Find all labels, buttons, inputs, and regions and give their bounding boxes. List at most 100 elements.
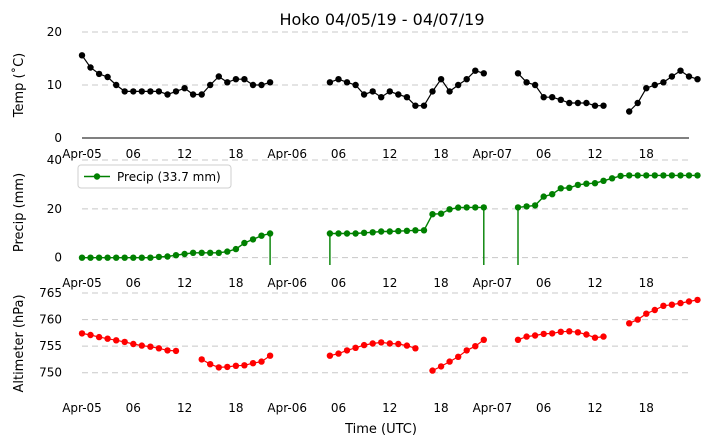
data-point: [600, 177, 607, 184]
data-point: [626, 108, 633, 115]
data-point: [574, 329, 582, 336]
data-point: [651, 306, 658, 314]
data-point: [634, 172, 641, 179]
data-point: [87, 331, 94, 339]
data-point: [412, 345, 419, 352]
x-tick-label: 18: [639, 401, 654, 415]
x-tick-label: 06: [536, 276, 551, 290]
data-point: [172, 88, 180, 95]
data-point: [677, 67, 684, 74]
data-point: [668, 172, 676, 179]
data-point: [378, 339, 385, 346]
y-tick-label: 760: [39, 313, 62, 327]
data-point: [224, 79, 231, 86]
data-point: [198, 249, 205, 256]
data-point: [574, 181, 582, 189]
data-point: [189, 91, 197, 98]
data-point: [617, 172, 624, 180]
data-point: [181, 250, 188, 258]
data-point: [155, 345, 163, 352]
data-point: [369, 88, 376, 95]
x-tick-label: 12: [587, 401, 602, 415]
data-point: [395, 340, 402, 348]
x-tick-label: 06: [126, 401, 141, 415]
x-tick-label: 06: [331, 147, 346, 161]
x-tick-label: 18: [433, 276, 448, 290]
data-point: [181, 85, 188, 92]
series-line: [329, 206, 485, 265]
x-tick-label: 12: [382, 276, 397, 290]
data-point: [386, 340, 393, 347]
data-point: [668, 73, 676, 80]
data-point: [429, 211, 436, 218]
data-point: [198, 356, 205, 363]
data-point: [138, 254, 145, 261]
y-axis-label: Temp (˚C): [11, 53, 27, 119]
legend: Precip (33.7 mm): [77, 164, 232, 189]
y-tick-label: 20: [47, 202, 62, 216]
y-tick-label: 20: [47, 25, 62, 39]
x-tick-label: 18: [639, 147, 654, 161]
data-point: [104, 254, 111, 261]
data-point: [326, 352, 334, 359]
data-point: [523, 79, 530, 86]
data-point: [685, 298, 693, 305]
data-point: [224, 363, 231, 371]
data-point: [78, 52, 86, 59]
data-point: [232, 245, 240, 253]
data-point: [224, 248, 231, 255]
data-point: [677, 172, 684, 179]
data-point: [437, 76, 445, 83]
data-point: [429, 367, 436, 374]
data-point: [335, 76, 342, 83]
x-tick-label: 12: [177, 401, 192, 415]
data-point: [412, 102, 419, 109]
x-tick-label: 18: [639, 276, 654, 290]
data-point: [694, 76, 701, 83]
x-tick-label: 06: [536, 401, 551, 415]
data-point: [660, 302, 667, 309]
y-tick-label: 765: [39, 286, 62, 300]
data-point: [343, 347, 351, 354]
data-point: [557, 185, 564, 192]
x-tick-label: 18: [228, 147, 243, 161]
data-point: [113, 81, 120, 89]
data-point: [241, 76, 248, 83]
data-point: [335, 230, 342, 237]
data-point: [643, 310, 650, 317]
x-tick-label: Apr-05: [62, 147, 102, 161]
data-point: [600, 102, 607, 109]
data-point: [164, 253, 171, 260]
data-point: [155, 88, 163, 95]
data-point: [480, 70, 487, 77]
data-point: [113, 254, 120, 261]
data-point: [198, 91, 205, 98]
data-point: [668, 301, 676, 308]
data-point: [130, 340, 137, 348]
data-point: [429, 88, 436, 95]
data-point: [472, 204, 479, 211]
data-point: [386, 228, 393, 235]
data-point: [514, 336, 522, 343]
data-point: [566, 99, 573, 107]
data-point: [326, 79, 334, 86]
x-axis-label: Time (UTC): [344, 422, 417, 437]
data-point: [480, 336, 487, 343]
data-point: [104, 73, 111, 81]
data-point: [651, 172, 658, 179]
data-point: [335, 350, 342, 357]
data-point: [634, 99, 641, 107]
data-point: [395, 91, 402, 98]
x-tick-label: 06: [331, 401, 346, 415]
data-point: [266, 352, 274, 359]
data-point: [412, 227, 419, 234]
data-point: [78, 254, 86, 261]
data-point: [130, 254, 137, 261]
series-line: [329, 70, 484, 107]
data-point: [360, 341, 368, 349]
data-point: [360, 229, 368, 236]
data-point: [480, 204, 487, 211]
y-tick-label: 0: [54, 251, 62, 265]
series-line: [517, 174, 698, 265]
y-tick-label: 755: [39, 339, 62, 353]
